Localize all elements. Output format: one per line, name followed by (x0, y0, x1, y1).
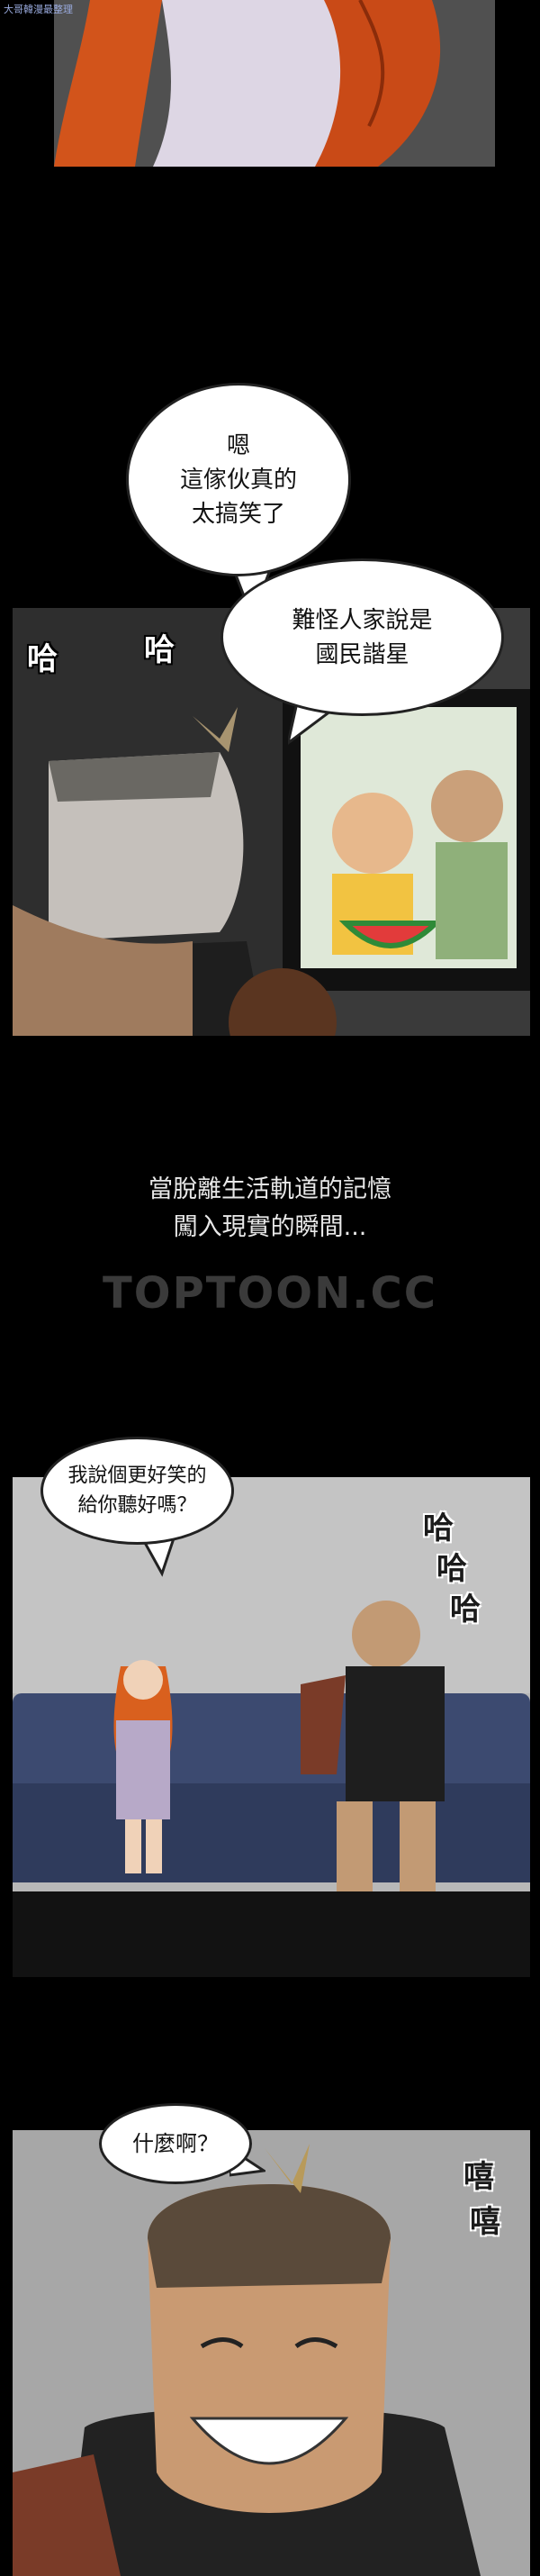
sfx-hee-1: 嘻 (464, 2159, 494, 2195)
speech-text: 我說個更好笑的 給你聽好嗎？ (68, 1465, 207, 1517)
speech-text: 難怪人家說是 國民諧星 (292, 606, 433, 668)
sofa-art (13, 1477, 530, 1977)
toptoon-watermark: TOPTOON.CC (103, 1268, 437, 1319)
sfx-ha-3: 哈 (450, 1592, 481, 1628)
speech-bubble-what: 什麼啊？ (99, 2103, 252, 2184)
panel-grinning-man (13, 2130, 530, 2576)
girl-closeup-art (54, 0, 495, 167)
speech-bubble-national-comedian: 難怪人家說是 國民諧星 (220, 558, 504, 716)
speech-bubble-laugh: 嗯 這傢伙真的 太搞笑了 (126, 383, 351, 576)
sfx-ha-right: 哈 (144, 632, 175, 668)
grinning-man-art (13, 2130, 530, 2576)
sfx-ha-left: 哈 (27, 641, 58, 677)
site-watermark: 大哥韓漫最整理 (4, 4, 73, 15)
panel-sofa (13, 1477, 530, 1977)
speech-text: 嗯 這傢伙真的 太搞笑了 (179, 431, 297, 528)
tv-watching-art (13, 608, 530, 1036)
sfx-hee-2: 嘻 (470, 2204, 500, 2240)
sfx-ha-2: 哈 (436, 1551, 467, 1587)
speech-text: 什麼啊？ (132, 2131, 219, 2156)
panel-girl-closeup (54, 0, 495, 167)
speech-bubble-tell-funnier: 我說個更好笑的 給你聽好嗎？ (40, 1437, 234, 1545)
narration-text: 當脫離生活軌道的記憶 闖入現實的瞬間... (148, 1175, 392, 1241)
sfx-ha-1: 哈 (423, 1510, 454, 1547)
